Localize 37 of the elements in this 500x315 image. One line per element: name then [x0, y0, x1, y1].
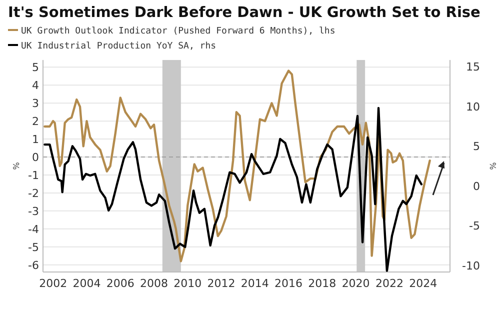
x-tick-label: 2022 — [375, 277, 404, 290]
y-tick-label: -3 — [28, 204, 39, 218]
y-tick-label: -5 — [28, 240, 39, 254]
x-tick-label: 2020 — [342, 277, 370, 290]
y-axis-title: % — [12, 162, 21, 170]
y-tick-label: 5 — [32, 61, 39, 74]
y-tick-label: -1 — [28, 168, 39, 182]
legend-label: UK Industrial Production YoY SA, rhs — [21, 42, 216, 52]
y-tick-label: -6 — [28, 258, 39, 272]
y2-tick-label: -10 — [462, 259, 480, 272]
y2-tick-label: 10 — [466, 100, 480, 114]
x-tick-label: 2006 — [106, 277, 134, 290]
y2-tick-label: 15 — [466, 60, 480, 74]
x-tick-label: 2018 — [308, 277, 336, 290]
y-tick-label: 0 — [32, 151, 39, 164]
legend-label: UK Growth Outlook Indicator (Pushed Forward 6 Months), lhs — [21, 26, 336, 36]
line-series — [44, 70, 431, 262]
y2-tick-label: 5 — [473, 140, 480, 154]
x-tick-label: 2012 — [207, 277, 236, 290]
y-tick-label: 1 — [32, 133, 39, 146]
x-tick-label: 2016 — [274, 277, 303, 290]
x-tick-label: 2008 — [140, 277, 168, 290]
y-tick-label: -2 — [28, 186, 39, 200]
y-tick-label: 3 — [32, 97, 39, 110]
y-tick-label: 2 — [32, 115, 39, 128]
x-tick-label: 2010 — [174, 277, 202, 290]
y2-tick-label: -5 — [469, 220, 480, 233]
y-tick-label: -4 — [28, 222, 39, 236]
y2-axis-title: % — [488, 162, 497, 170]
chart-title: It's Sometimes Dark Before Dawn - UK Growth Set to Rise — [8, 5, 481, 21]
y-tick-label: 4 — [32, 79, 39, 92]
x-tick-label: 2002 — [39, 277, 68, 290]
line-series — [44, 106, 423, 272]
y2-tick-label: 0 — [473, 180, 480, 193]
x-tick-label: 2014 — [240, 277, 269, 290]
x-tick-label: 2024 — [409, 277, 438, 290]
x-tick-label: 2004 — [72, 277, 101, 290]
